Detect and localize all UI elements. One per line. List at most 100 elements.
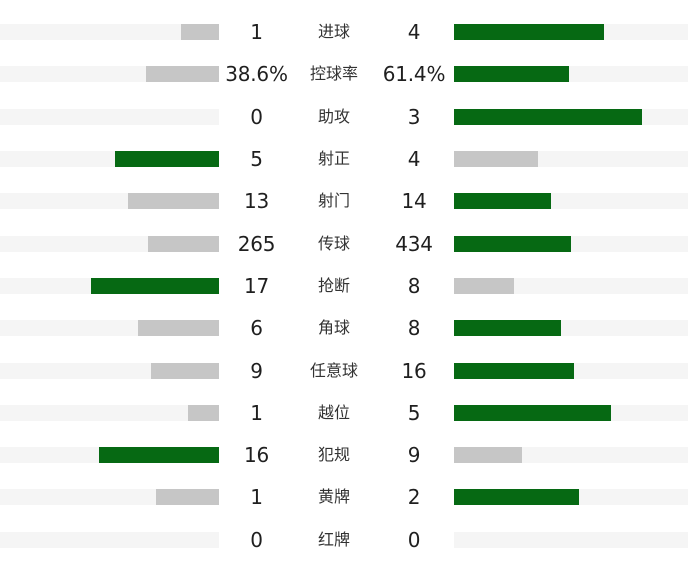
stat-label: 进球 — [317, 22, 350, 42]
away-stat-value: 0 — [407, 527, 421, 552]
away-stat-track — [454, 151, 688, 168]
home-stat-bar — [115, 151, 219, 168]
home-stat-track — [0, 235, 219, 252]
away-stat-track — [454, 193, 688, 210]
home-stat-value: 265 — [237, 231, 276, 256]
home-stat-value: 0 — [250, 104, 263, 129]
stat-row: 5 射正 4 — [0, 138, 692, 180]
stat-label: 任意球 — [309, 360, 358, 380]
home-stat-track — [0, 320, 219, 337]
stats-comparison-chart: 1 进球 4 38.6% 控球率 61.4% 0 助攻 3 5 射正 — [0, 11, 692, 561]
home-stat-bar — [151, 362, 219, 379]
away-stat-value: 434 — [395, 231, 433, 256]
away-stat-bar — [454, 362, 574, 379]
away-stat-value: 2 — [407, 485, 421, 510]
stat-label: 抢断 — [317, 275, 350, 295]
stat-row: 16 犯规 9 — [0, 434, 692, 476]
away-stat-value: 8 — [407, 316, 421, 341]
away-stat-track — [454, 531, 688, 548]
home-stat-value: 17 — [243, 273, 270, 298]
home-stat-track — [0, 193, 219, 210]
away-stat-value: 3 — [407, 104, 421, 129]
stat-label: 红牌 — [317, 529, 350, 549]
home-stat-bar — [91, 277, 219, 294]
home-stat-value: 16 — [243, 443, 270, 468]
stat-label: 传球 — [317, 233, 350, 253]
home-stat-track — [0, 362, 219, 379]
stat-label: 控球率 — [309, 64, 358, 84]
home-stat-bar — [99, 447, 219, 464]
home-stat-value: 6 — [250, 316, 263, 341]
home-stat-bar — [128, 193, 219, 210]
away-stat-track — [454, 320, 688, 337]
away-stat-bar — [454, 24, 604, 41]
away-stat-value: 14 — [401, 189, 427, 214]
stat-label: 黄牌 — [317, 487, 350, 507]
home-stat-track — [0, 447, 219, 464]
home-stat-value: 13 — [243, 189, 270, 214]
away-stat-bar — [454, 277, 514, 294]
stat-row: 1 黄牌 2 — [0, 476, 692, 518]
away-stat-bar — [454, 66, 569, 83]
home-stat-bar — [146, 66, 219, 83]
home-stat-track — [0, 489, 219, 506]
away-stat-bar — [454, 108, 642, 125]
stat-label: 角球 — [317, 318, 350, 338]
home-stat-value: 1 — [250, 20, 263, 45]
away-stat-track — [454, 447, 688, 464]
away-stat-track — [454, 24, 688, 41]
home-stat-value: 5 — [250, 147, 263, 172]
stat-row: 38.6% 控球率 61.4% — [0, 53, 692, 95]
away-stat-value: 61.4% — [382, 62, 446, 87]
home-stat-track — [0, 66, 219, 83]
stat-label: 犯规 — [317, 445, 350, 465]
home-stat-value: 1 — [250, 485, 263, 510]
away-stat-bar — [454, 447, 522, 464]
stat-label: 射门 — [317, 191, 350, 211]
away-stat-value: 4 — [407, 147, 421, 172]
home-stat-bar — [181, 24, 219, 41]
away-stat-bar — [454, 320, 561, 337]
stat-row: 265 传球 434 — [0, 222, 692, 264]
away-stat-bar — [454, 489, 579, 506]
away-stat-value: 16 — [401, 358, 427, 383]
stat-row: 13 射门 14 — [0, 180, 692, 222]
home-stat-bar — [148, 235, 219, 252]
away-stat-bar — [454, 151, 538, 168]
away-stat-value: 5 — [407, 400, 421, 425]
stat-label: 助攻 — [317, 106, 350, 126]
stat-row: 0 助攻 3 — [0, 96, 692, 138]
home-stat-track — [0, 277, 219, 294]
away-stat-track — [454, 235, 688, 252]
away-stat-track — [454, 404, 688, 421]
home-stat-bar — [138, 320, 219, 337]
away-stat-track — [454, 108, 688, 125]
stat-row: 1 越位 5 — [0, 392, 692, 434]
home-stat-value: 38.6% — [225, 62, 288, 87]
away-stat-value: 4 — [407, 20, 421, 45]
home-stat-value: 1 — [250, 400, 263, 425]
home-stat-bar — [188, 404, 219, 421]
away-stat-bar — [454, 404, 611, 421]
away-stat-bar — [454, 235, 571, 252]
home-stat-track — [0, 531, 219, 548]
away-stat-value: 9 — [407, 443, 421, 468]
away-stat-bar — [454, 193, 551, 210]
home-stat-track — [0, 404, 219, 421]
stat-row: 17 抢断 8 — [0, 265, 692, 307]
away-stat-track — [454, 489, 688, 506]
stat-row: 9 任意球 16 — [0, 349, 692, 391]
home-stat-track — [0, 151, 219, 168]
home-stat-track — [0, 24, 219, 41]
stat-row: 6 角球 8 — [0, 307, 692, 349]
home-stat-value: 9 — [250, 358, 263, 383]
away-stat-track — [454, 277, 688, 294]
away-stat-track — [454, 362, 688, 379]
away-stat-track — [454, 66, 688, 83]
stat-label: 射正 — [317, 149, 350, 169]
stat-label: 越位 — [317, 402, 350, 422]
stat-row: 1 进球 4 — [0, 11, 692, 53]
stat-row: 0 红牌 0 — [0, 519, 692, 561]
home-stat-value: 0 — [250, 527, 263, 552]
home-stat-bar — [156, 489, 219, 506]
